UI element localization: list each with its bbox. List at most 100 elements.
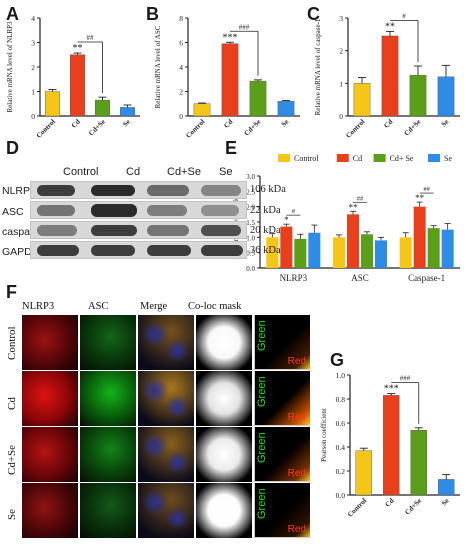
bar (347, 214, 359, 268)
y-axis-label: Relative mRNA level of caspase-1 (314, 18, 322, 115)
bar (413, 206, 426, 268)
y-axis-label: Pearson coefficient (320, 408, 328, 462)
fl-col-merge: Merge (140, 301, 168, 312)
y-tick-label: 2.5 (246, 188, 255, 196)
merge-image (138, 483, 194, 538)
y-tick-label: 2 (31, 63, 35, 72)
y-tick-label: 2.0 (246, 204, 255, 212)
significance-hash: ## (423, 186, 430, 193)
fl-row-label: Control (6, 326, 18, 360)
bar (381, 35, 399, 117)
y-tick-label: 3 (339, 14, 343, 23)
x-tick-label: Control (184, 118, 206, 138)
x-tick-label: Se (280, 118, 291, 129)
blot-row-label: NLRP3 (2, 185, 36, 197)
panel-label-d: D (6, 138, 19, 158)
bar (441, 229, 454, 268)
x-tick-label: Control (35, 118, 57, 138)
y-tick-label: 0.6 (336, 419, 346, 428)
significance-star: ** (415, 193, 425, 203)
coloc-mask-image (196, 483, 252, 538)
blot-row-label: ASC (2, 206, 24, 218)
bar (308, 232, 321, 268)
blot-col-se: Se (219, 166, 233, 178)
bar (45, 91, 60, 117)
nlrp3-image (22, 427, 78, 482)
significance-hash: ### (239, 23, 250, 31)
significance-star: *** (384, 384, 399, 395)
significance-hash: ## (357, 195, 364, 202)
panel-label-a: A (6, 4, 19, 24)
nlrp3-image (22, 315, 78, 370)
bar (294, 238, 307, 268)
blot-col-cd: Cd (126, 166, 141, 178)
blot-size-label: 22 kDa (250, 205, 281, 216)
x-tick-label: Control (344, 118, 366, 138)
x-tick-label: Cd (70, 118, 82, 130)
fl-row-label: Se (6, 509, 18, 520)
x-tick-label: Cd (384, 497, 396, 509)
blot-col-cdse: Cd+Se (167, 166, 201, 178)
x-tick-label: Se (440, 497, 451, 508)
y-tick-label: 0 (339, 112, 343, 121)
x-tick-label: ASC (351, 273, 369, 283)
bar (375, 240, 387, 268)
significance-star: *** (223, 32, 238, 43)
fl-col-asc: ASC (88, 301, 109, 312)
bar (266, 237, 279, 268)
bar (409, 74, 427, 117)
blot-lane-caspase1 (30, 221, 247, 239)
coloc-mask-image (196, 315, 252, 370)
scatter-axis (254, 371, 310, 426)
y-tick-label: 2 (339, 47, 343, 56)
bar (333, 237, 345, 268)
y-axis-label: Relative mRNA level of ASC (154, 25, 162, 108)
y-tick-label: 8 (179, 14, 183, 23)
nlrp3-image (22, 483, 78, 538)
legend-swatch (428, 154, 440, 162)
bar (399, 237, 412, 268)
chart-g-pearson: 0.0 0.2 0.4 0.6 0.8 1.0 Pearson coefficient Con… (320, 371, 460, 519)
bar (249, 80, 267, 117)
y-tick-label: 2 (179, 88, 183, 97)
bar (410, 429, 427, 496)
y-tick-label: 1 (31, 88, 35, 97)
bar (437, 76, 455, 117)
x-tick-label: Cd+Se (403, 497, 423, 517)
legend-swatch (373, 154, 386, 162)
bar (438, 479, 455, 496)
bar (120, 107, 135, 117)
nlrp3-image (22, 371, 78, 426)
scatter-axis-red-label: Red (287, 468, 306, 479)
legend-swatch (336, 154, 349, 162)
y-tick-label: 0.5 (246, 250, 255, 258)
blot-size-label: 20 kDa (250, 225, 281, 236)
x-tick-label: Cd (222, 118, 234, 130)
chart-b-asc-mrna: 0 2 4 6 8 Relative mRNA level of ASC Control Cd… (154, 14, 300, 138)
blot-lane-gapdh (30, 241, 247, 259)
merge-image (138, 427, 194, 482)
significance-hash: # (292, 208, 296, 215)
x-tick-label: Se (440, 118, 451, 129)
blot-size-label: 36 kDa (250, 245, 281, 256)
bar (221, 43, 239, 117)
x-tick-label: Cd+Se (403, 118, 423, 138)
fl-row-label: Cd (6, 397, 18, 410)
y-tick-label: 0.0 (246, 265, 255, 273)
coloc-scatter-plot: Green Red (254, 371, 310, 426)
bar (427, 228, 440, 268)
y-tick-label: 4 (179, 63, 183, 72)
panel-label-g: G (330, 350, 345, 370)
y-tick-label: 3 (31, 39, 35, 48)
asc-image (80, 371, 136, 426)
coloc-mask-image (196, 371, 252, 426)
x-tick-label: Control (346, 497, 368, 519)
bar (70, 54, 85, 117)
y-tick-label: 1 (339, 79, 343, 88)
significance-hash: ## (87, 34, 95, 42)
bar (355, 450, 372, 496)
significance-hash: ### (400, 375, 411, 383)
bar (280, 226, 293, 268)
merge-image (138, 371, 194, 426)
y-tick-label: 1.0 (336, 371, 346, 380)
